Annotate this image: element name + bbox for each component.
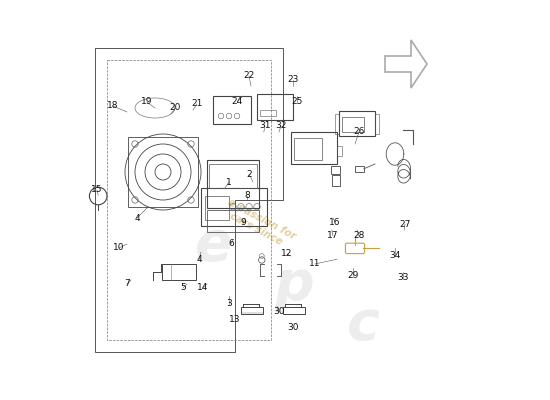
Bar [339,111,375,136]
Bar [241,307,263,314]
Bar [294,138,322,160]
Bar [257,94,293,120]
Bar [331,166,340,174]
Text: 25: 25 [292,98,302,106]
Text: 7: 7 [124,280,130,288]
Text: 2: 2 [246,170,252,178]
Text: 13: 13 [229,316,241,324]
Text: 30: 30 [287,324,299,332]
Text: 6: 6 [228,240,234,248]
Text: 10: 10 [113,244,125,252]
Text: 19: 19 [141,98,153,106]
Bar [201,188,267,226]
Text: 17: 17 [327,232,339,240]
Bar [355,166,364,172]
Bar [205,196,229,220]
Text: 29: 29 [347,272,359,280]
Text: 32: 32 [276,122,287,130]
Text: p: p [275,258,315,312]
Text: a passion for
cars since: a passion for cars since [221,197,298,251]
Text: 3: 3 [226,300,232,308]
Bar [128,137,198,207]
Text: 31: 31 [259,122,271,130]
Text: 23: 23 [287,76,299,84]
Bar [342,117,364,132]
Bar [332,175,340,186]
Text: 18: 18 [107,102,119,110]
Bar [207,160,259,208]
Text: 28: 28 [353,232,365,240]
Text: 8: 8 [244,192,250,200]
Bar [291,132,337,164]
Text: 5: 5 [180,284,186,292]
Text: 24: 24 [232,98,243,106]
Text: 1: 1 [226,178,232,186]
Bar [335,114,339,134]
Bar [162,264,196,280]
Text: 30: 30 [273,308,285,316]
Text: 9: 9 [240,218,246,226]
Text: 26: 26 [353,128,365,136]
Bar [375,114,379,134]
Text: 14: 14 [197,284,208,292]
Bar [337,146,342,156]
Text: 27: 27 [399,220,411,228]
Text: 12: 12 [281,250,293,258]
Text: 4: 4 [196,256,202,264]
Text: 15: 15 [91,186,103,194]
Text: 33: 33 [397,274,409,282]
Text: c: c [347,298,380,352]
Bar [260,110,276,116]
Bar [209,164,257,188]
Text: e: e [195,218,233,272]
Text: 22: 22 [243,72,255,80]
Bar [207,210,259,232]
Text: 16: 16 [329,218,341,226]
Text: 21: 21 [191,100,203,108]
Text: 34: 34 [389,252,401,260]
Bar [283,307,305,314]
Text: 20: 20 [169,104,181,112]
Text: 11: 11 [309,260,321,268]
Bar [213,96,251,124]
Text: 4: 4 [134,214,140,222]
